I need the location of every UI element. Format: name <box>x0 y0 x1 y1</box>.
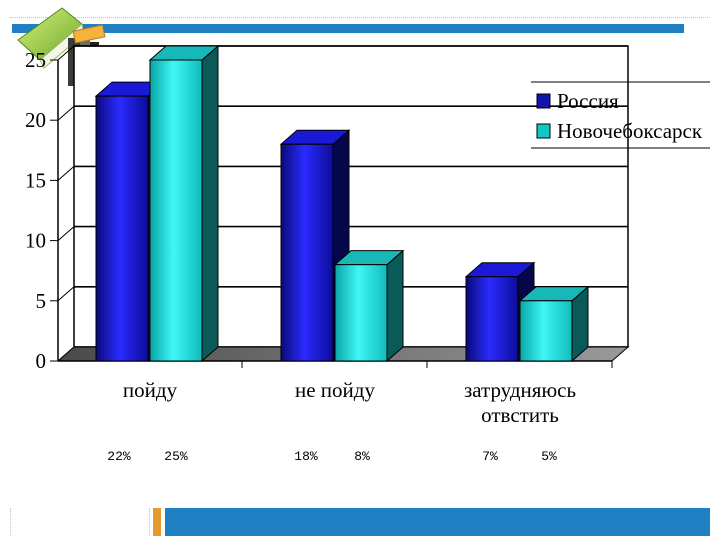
bar-front <box>280 143 334 362</box>
bar-front <box>149 59 203 362</box>
y-tick-label: 5 <box>36 289 47 313</box>
percent-label-russia-unsure: 7% <box>482 449 498 464</box>
percent-label-novocheb-go: 25% <box>164 449 188 464</box>
footer-accent <box>153 508 161 536</box>
y-tick-label: 15 <box>25 168 46 192</box>
bar-front <box>95 95 149 362</box>
y-tick-label: 0 <box>36 349 47 373</box>
y-tick-label: 10 <box>25 229 46 253</box>
percent-label-russia-go: 22% <box>107 449 131 464</box>
bar-novocheboksarsk <box>148 44 220 363</box>
gridline-side <box>57 105 75 121</box>
percent-label-russia-not-go: 18% <box>294 449 318 464</box>
bar-front <box>465 276 519 362</box>
x-category-label: затрудняюсь <box>464 378 576 402</box>
legend-swatch <box>536 93 551 109</box>
gridline-side <box>57 286 75 302</box>
chart-legend: Россия Новочебоксарск <box>531 81 710 149</box>
header-bar <box>12 24 684 33</box>
x-category-label: не пойду <box>295 378 375 402</box>
x-category-label: пойду <box>123 378 178 402</box>
chart-bars <box>94 44 590 363</box>
percent-label-novocheb-not-go: 8% <box>354 449 370 464</box>
x-category-label: отвстить <box>481 403 559 427</box>
bar-novocheboksarsk <box>518 285 590 363</box>
legend-swatch <box>536 123 551 139</box>
bar-novocheboksarsk <box>333 249 405 363</box>
bar-front <box>334 264 388 362</box>
gridline-side <box>57 45 75 61</box>
bar-side <box>201 44 219 363</box>
legend-label: Новочебоксарск <box>557 119 703 143</box>
bar-front <box>519 300 573 362</box>
chart-tick-labels: 0 5 10 15 20 25 пойду не пойду затрудняюсьотвсти… <box>25 48 576 427</box>
bar-side <box>386 249 404 363</box>
footer-bar <box>165 508 710 536</box>
legend-label: Россия <box>557 89 619 113</box>
footer-rule <box>10 508 150 536</box>
gridline-side <box>57 226 75 241</box>
gridline-side <box>57 166 75 181</box>
percent-label-novocheb-unsure: 5% <box>541 449 557 464</box>
y-tick-label: 20 <box>25 108 46 132</box>
header-rule <box>10 17 710 18</box>
y-tick-label: 25 <box>25 48 46 72</box>
